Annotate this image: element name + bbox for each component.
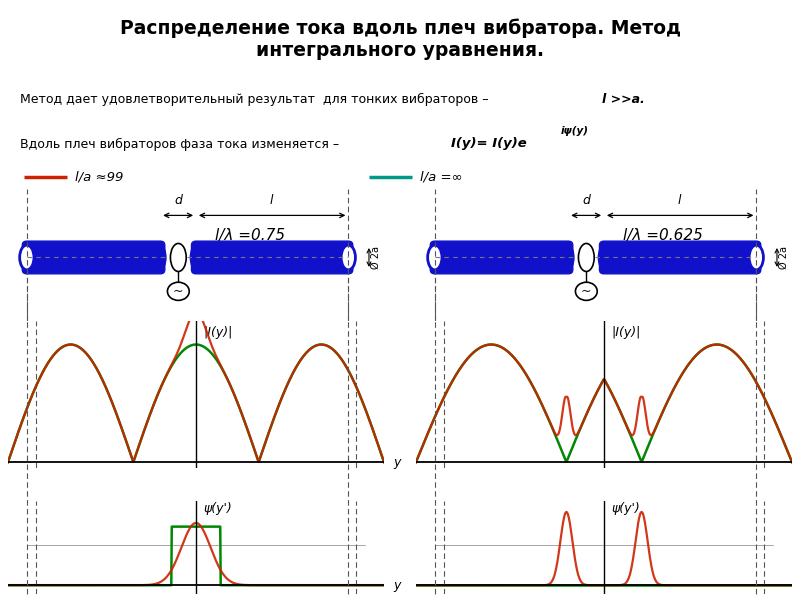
Text: |I(y)|: |I(y)| (203, 326, 233, 339)
Ellipse shape (578, 244, 594, 271)
Ellipse shape (749, 245, 763, 270)
Ellipse shape (598, 245, 610, 270)
FancyBboxPatch shape (191, 241, 353, 274)
Ellipse shape (167, 282, 190, 301)
Text: ~: ~ (173, 285, 183, 298)
Text: Ø 2a: Ø 2a (779, 246, 789, 269)
FancyBboxPatch shape (430, 241, 573, 274)
FancyBboxPatch shape (599, 241, 761, 274)
Ellipse shape (20, 245, 34, 270)
Text: l: l (270, 194, 273, 207)
Text: l: l (678, 194, 681, 207)
Text: Ø 2a: Ø 2a (371, 246, 381, 269)
Text: l >>a.: l >>a. (602, 93, 645, 106)
Text: iψ(y): iψ(y) (561, 127, 589, 136)
Text: d: d (582, 194, 590, 207)
Text: l/λ =0.75: l/λ =0.75 (214, 227, 285, 242)
Text: I(y)= I(y)e: I(y)= I(y)e (451, 137, 526, 151)
Ellipse shape (575, 282, 598, 301)
Text: Метод дает удовлетворительный результат  для тонких вибраторов –: Метод дает удовлетворительный результат … (20, 93, 492, 106)
Ellipse shape (562, 245, 574, 270)
Ellipse shape (341, 245, 355, 270)
Text: l/a =∞: l/a =∞ (420, 170, 462, 184)
Text: l/λ =0.625: l/λ =0.625 (622, 227, 702, 242)
Text: ψ(y'): ψ(y') (203, 502, 232, 515)
Ellipse shape (170, 244, 186, 271)
Text: |I(y)|: |I(y)| (611, 326, 641, 339)
Text: y: y (394, 455, 401, 469)
Text: Вдоль плеч вибраторов фаза тока изменяется –: Вдоль плеч вибраторов фаза тока изменяет… (20, 137, 343, 151)
Text: d: d (174, 194, 182, 207)
Text: l/a ≈99: l/a ≈99 (74, 170, 123, 184)
Text: Распределение тока вдоль плеч вибратора. Метод
интегрального уравнения.: Распределение тока вдоль плеч вибратора.… (119, 18, 681, 59)
Ellipse shape (154, 245, 166, 270)
FancyBboxPatch shape (22, 241, 165, 274)
Ellipse shape (428, 245, 442, 270)
Ellipse shape (190, 245, 202, 270)
Text: y: y (394, 579, 401, 592)
Text: ~: ~ (581, 285, 591, 298)
Text: ψ(y'): ψ(y') (611, 502, 640, 515)
